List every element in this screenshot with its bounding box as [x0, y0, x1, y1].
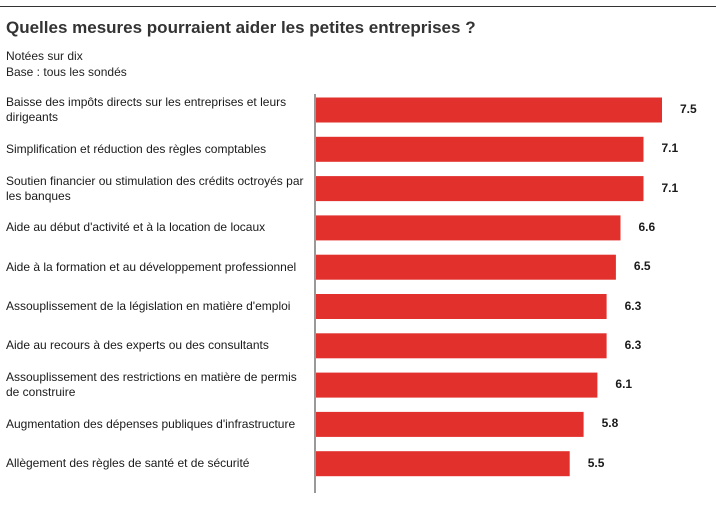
category-label-6: Aide au recours à des experts ou des con…	[6, 338, 269, 353]
bar-0	[316, 97, 662, 123]
value-label-6: 6.3	[624, 337, 642, 352]
bar-8	[316, 411, 584, 437]
category-label-4: Aide à la formation et au développement …	[6, 259, 297, 274]
category-label-7: Assouplissement des restrictions en mati…	[6, 370, 297, 400]
top-rule	[0, 6, 716, 7]
chart-subtitle-base: Base : tous les sondés	[6, 65, 127, 79]
bar-2	[316, 176, 644, 202]
bar-7	[316, 372, 598, 398]
bar-6	[316, 333, 607, 359]
bar-4	[316, 254, 616, 280]
chart-subtitle-scale: Notées sur dix	[6, 49, 83, 63]
chart-title: Quelles mesures pourraient aider les pet…	[6, 18, 476, 37]
category-label-2: Soutien financier ou stimulation des cré…	[6, 173, 304, 203]
value-label-3: 6.6	[638, 219, 656, 234]
category-label-5: Assouplissement de la législation en mat…	[6, 299, 291, 313]
category-label-3: Aide au début d'activité et à la locatio…	[6, 220, 266, 235]
value-label-9: 5.5	[587, 455, 605, 470]
category-label-8: Augmentation des dépenses publiques d'in…	[6, 416, 296, 431]
value-label-8: 5.8	[601, 416, 619, 431]
value-label-7: 6.1	[615, 377, 633, 392]
value-label-1: 7.1	[661, 141, 679, 156]
category-label-0: Baisse des impôts directs sur les entrep…	[6, 95, 287, 124]
value-label-2: 7.1	[661, 180, 679, 195]
bar-1	[316, 136, 644, 162]
category-label-1: Simplification et réduction des règles c…	[6, 141, 267, 156]
value-label-5: 6.3	[624, 298, 642, 313]
value-label-0: 7.5	[680, 102, 697, 116]
category-label-9: Allègement des règles de santé et de séc…	[6, 456, 250, 471]
bar-9	[316, 451, 570, 477]
bar-3	[316, 215, 621, 241]
value-label-4: 6.5	[633, 259, 651, 274]
bar-5	[316, 294, 607, 319]
